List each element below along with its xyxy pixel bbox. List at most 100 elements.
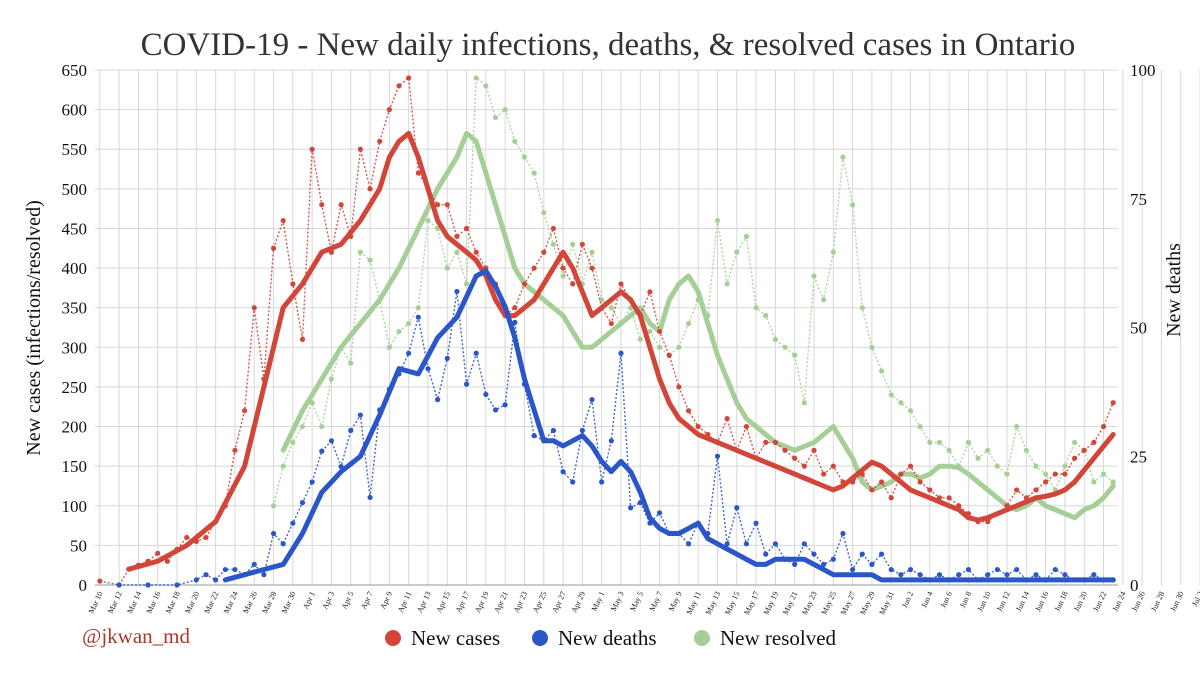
new-deaths-point (328, 438, 335, 444)
new-cases-point (473, 249, 479, 255)
new-deaths-point (1014, 566, 1020, 573)
new-deaths-point (174, 582, 180, 588)
y-tick-label: 400 (62, 259, 88, 278)
x-tick-label: Mar 18 (164, 590, 182, 615)
new-cases-point (521, 281, 528, 287)
x-tick-label: Jun 18 (1053, 590, 1070, 613)
new-deaths-point (531, 433, 537, 439)
x-tick-label: Mar 10 (87, 590, 105, 615)
y-tick-label: 150 (62, 457, 88, 476)
new-resolved-point (415, 305, 421, 311)
new-cases-point (251, 305, 257, 311)
new-resolved-point (473, 75, 479, 81)
new-resolved-point (396, 328, 402, 335)
new-deaths-point (714, 453, 721, 459)
new-deaths-point (261, 572, 267, 578)
new-cases-point (811, 447, 817, 453)
new-resolved-point (647, 328, 653, 335)
new-deaths-point (1052, 566, 1058, 573)
y2-tick-label: 0 (1130, 576, 1139, 595)
new-cases-point (435, 202, 441, 208)
new-deaths-point (985, 572, 991, 578)
new-cases-point (917, 479, 923, 485)
new-resolved-point (917, 423, 923, 430)
x-tick-label: Apr 1 (301, 590, 317, 611)
new-resolved-point (724, 281, 730, 287)
new-deaths-point (406, 350, 412, 356)
new-resolved-point (734, 249, 740, 255)
new-cases-point (656, 328, 663, 335)
new-cases-point (377, 138, 383, 144)
new-cases-point (463, 225, 470, 232)
x-tick-label: May 5 (628, 590, 645, 613)
legend-cases-label: New cases (411, 626, 500, 650)
x-tick-label: Mar 16 (145, 590, 163, 615)
new-resolved-point (550, 241, 557, 247)
new-resolved-point (1110, 479, 1116, 485)
new-deaths-point (888, 566, 894, 573)
new-resolved-point (763, 313, 769, 319)
new-cases-point (830, 463, 836, 469)
new-resolved-point (792, 352, 798, 358)
new-resolved-point (821, 297, 827, 303)
new-deaths-point (299, 500, 306, 506)
new-deaths-point (599, 479, 605, 485)
new-cases-point (579, 241, 585, 247)
new-cases-trend-line (126, 130, 1116, 572)
new-cases-point (1110, 400, 1116, 406)
new-cases-point (531, 265, 537, 271)
new-deaths-point (222, 566, 228, 573)
y-tick-label: 450 (62, 219, 88, 238)
new-resolved-point (463, 281, 470, 287)
x-tick-label: Mar 12 (106, 590, 124, 615)
new-deaths-point (608, 438, 614, 444)
new-resolved-point (406, 320, 412, 327)
x-tick-label: Apr 17 (454, 590, 472, 614)
x-tick-label: May 15 (723, 590, 742, 616)
new-deaths-point (734, 505, 740, 511)
new-cases-point (406, 75, 412, 81)
x-tick-label: Mar 26 (241, 590, 259, 615)
x-tick-label: Apr 3 (320, 590, 336, 611)
y-tick-label: 200 (62, 418, 88, 437)
new-resolved-point (927, 439, 933, 445)
x-tick-label: Apr 15 (434, 590, 452, 614)
legend-resolved-marker (694, 630, 710, 646)
new-cases-point (1052, 471, 1058, 477)
new-cases-point (338, 202, 344, 208)
x-tick-label: May 19 (762, 590, 781, 616)
new-resolved-point (589, 249, 595, 255)
new-resolved-point (531, 170, 537, 176)
new-cases-point (570, 281, 576, 287)
x-tick-label: Apr 7 (359, 590, 375, 611)
new-resolved-point (772, 336, 778, 342)
new-deaths-point (907, 566, 914, 573)
x-tick-label: May 7 (647, 590, 664, 613)
new-resolved-point (840, 154, 846, 160)
new-resolved-point (357, 249, 364, 255)
new-resolved-point (869, 344, 875, 350)
new-deaths-point (492, 407, 499, 413)
x-tick-label: Apr 25 (531, 590, 549, 614)
new-deaths-point (830, 556, 836, 562)
new-deaths-point (965, 566, 972, 573)
new-cases-point (232, 447, 238, 453)
new-cases-point (270, 245, 277, 251)
new-resolved-point (1004, 471, 1010, 477)
new-resolved-point (521, 154, 528, 160)
x-tick-label: Mar 20 (183, 590, 201, 615)
x-tick-label: May 9 (667, 590, 684, 613)
new-resolved-point (492, 114, 499, 121)
new-cases-point (1062, 471, 1068, 477)
legend: New cases New deaths New resolved (385, 626, 837, 650)
new-deaths-trend-line (222, 268, 1116, 583)
new-resolved-point (319, 423, 325, 430)
new-deaths-point (628, 505, 634, 511)
new-cases-point (801, 463, 807, 469)
x-tick-label: Apr 19 (473, 590, 491, 614)
new-cases-point (184, 534, 190, 541)
new-deaths-point (792, 561, 798, 568)
new-resolved-point (888, 392, 894, 398)
new-deaths-point (772, 541, 778, 547)
new-cases-point (454, 233, 460, 239)
